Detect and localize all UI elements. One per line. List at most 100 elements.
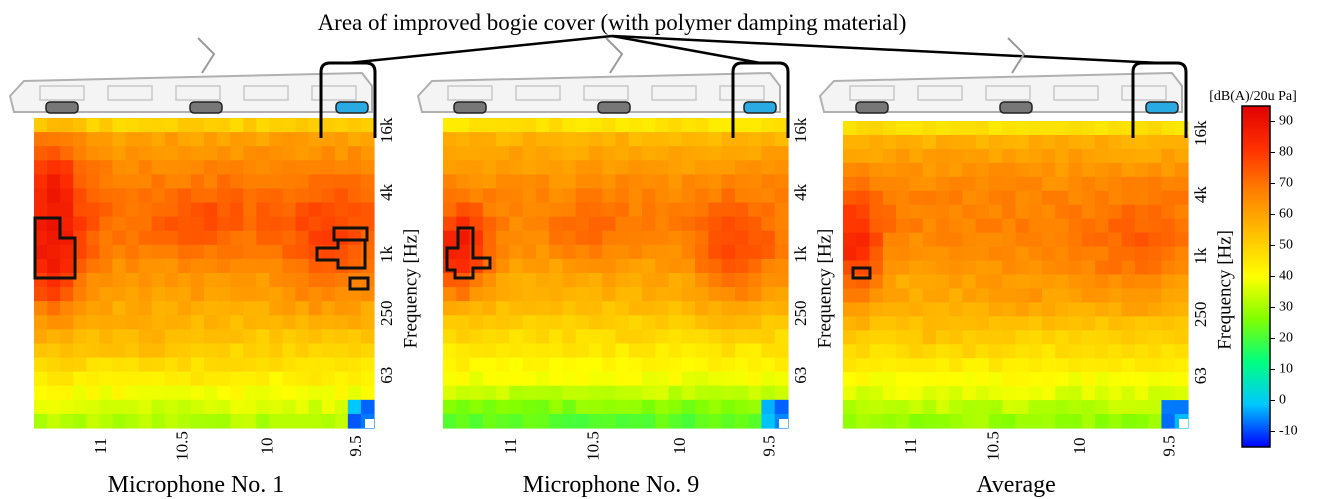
- heatmap-cell: [522, 160, 537, 175]
- heatmap-cell: [60, 357, 74, 373]
- heatmap-cell: [295, 230, 310, 246]
- heatmap-cell: [334, 188, 349, 204]
- heatmap-cell: [151, 118, 166, 133]
- heatmap-cell: [443, 202, 457, 218]
- heatmap-cell: [456, 258, 471, 274]
- heatmap-cell: [668, 413, 683, 429]
- heatmap-cell: [60, 146, 74, 161]
- heatmap-cell: [655, 118, 670, 133]
- heatmap-cell: [1161, 400, 1176, 415]
- heatmap-cell: [230, 118, 244, 133]
- heatmap-cell: [655, 230, 670, 246]
- heatmap-cell: [1108, 386, 1123, 401]
- heatmap-cell: [761, 315, 776, 330]
- heatmap-cell: [256, 371, 270, 387]
- heatmap-cell: [164, 174, 179, 190]
- heatmap-cell: [935, 246, 950, 262]
- train-silhouette: [8, 37, 373, 114]
- heatmap-cell: [708, 160, 723, 175]
- heatmap-cell: [562, 244, 577, 260]
- heatmap-cell: [112, 385, 127, 401]
- heatmap-cell: [575, 118, 590, 133]
- heatmap-cell: [1081, 232, 1096, 248]
- heatmap-cell: [655, 385, 670, 401]
- heatmap-cell: [243, 160, 257, 175]
- heatmap-cell: [1055, 288, 1070, 303]
- heatmap-cell: [217, 188, 231, 204]
- heatmap-cell: [962, 386, 977, 401]
- heatmap-cell: [308, 273, 323, 288]
- y-axis-label: Frequency [Hz]: [1214, 230, 1235, 350]
- heatmap-cell: [708, 357, 723, 373]
- heatmap-cell: [922, 260, 937, 276]
- heatmap-cell: [496, 216, 510, 232]
- heatmap-cell: [655, 216, 670, 232]
- heatmap-cell: [882, 386, 897, 401]
- heatmap-cell: [138, 301, 153, 316]
- heatmap-cell: [125, 329, 140, 345]
- heatmap-cell: [896, 344, 910, 359]
- heatmap-cell: [1134, 302, 1149, 317]
- heatmap-cell: [628, 343, 643, 359]
- heatmap-cell: [443, 329, 457, 345]
- heatmap-cell: [295, 343, 310, 359]
- heatmap-cell: [269, 174, 284, 190]
- heatmap-cell: [1002, 288, 1017, 303]
- heatmap-cell: [1134, 148, 1149, 164]
- heatmap-cell: [562, 118, 577, 133]
- heatmap-cell: [909, 316, 924, 331]
- heatmap-cell: [628, 413, 643, 429]
- heatmap-cell: [935, 414, 950, 429]
- heatmap-cell: [522, 146, 537, 161]
- heatmap-cell: [334, 301, 349, 316]
- heatmap-cell: [99, 132, 114, 147]
- heatmap-cell: [1121, 358, 1136, 373]
- heatmap-cell: [588, 132, 603, 147]
- heatmap-cell: [882, 134, 897, 150]
- bogie-cover: [189, 101, 223, 114]
- heatmap-cell: [774, 244, 789, 260]
- heatmap-cell: [204, 174, 218, 190]
- heatmap-cell: [949, 246, 964, 262]
- heatmap-cell: [748, 244, 763, 260]
- heatmap-cell: [734, 160, 749, 175]
- heatmap-cell: [164, 244, 179, 260]
- heatmap-cell: [668, 343, 683, 359]
- heatmap-cell: [217, 399, 231, 415]
- heatmap-cell: [482, 343, 497, 359]
- heatmap-cell: [308, 301, 323, 316]
- heatmap-cell: [269, 385, 284, 401]
- heatmap-cell: [308, 315, 323, 330]
- heatmap-cell: [975, 288, 990, 303]
- heatmap-cell: [628, 357, 643, 373]
- heatmap-cell: [843, 121, 857, 136]
- heatmap-cell: [151, 413, 166, 429]
- heatmap-cell: [138, 216, 153, 232]
- heatmap-cell: [496, 118, 510, 133]
- heatmap-cell: [256, 146, 270, 161]
- heatmap-cell: [1174, 386, 1189, 401]
- heatmap-cell: [1055, 246, 1070, 262]
- heatmap-cell: [86, 216, 100, 232]
- heatmap-cell: [869, 414, 884, 429]
- heatmap-cell: [708, 413, 723, 429]
- x-tick-label: 9.5: [346, 435, 365, 456]
- heatmap-cell: [869, 302, 884, 317]
- heatmap-cell: [308, 132, 323, 147]
- heatmap-cell: [177, 273, 192, 288]
- heatmap-cell: [896, 372, 910, 387]
- heatmap-cell: [588, 146, 603, 161]
- heatmap-cell: [1134, 260, 1149, 276]
- heatmap-cell: [482, 371, 497, 387]
- heatmap-cell: [443, 118, 457, 133]
- heatmap-cell: [321, 413, 336, 429]
- heatmap-cell: [708, 132, 723, 147]
- heatmap-cell: [509, 329, 524, 345]
- heatmap-cell: [843, 414, 857, 429]
- heatmap-cell: [615, 174, 630, 190]
- heatmap-cell: [1028, 358, 1043, 373]
- x-tick-label: 9.5: [760, 435, 779, 456]
- heatmap-cell: [47, 258, 61, 274]
- train-body: [8, 71, 373, 113]
- heatmap-cell: [575, 146, 590, 161]
